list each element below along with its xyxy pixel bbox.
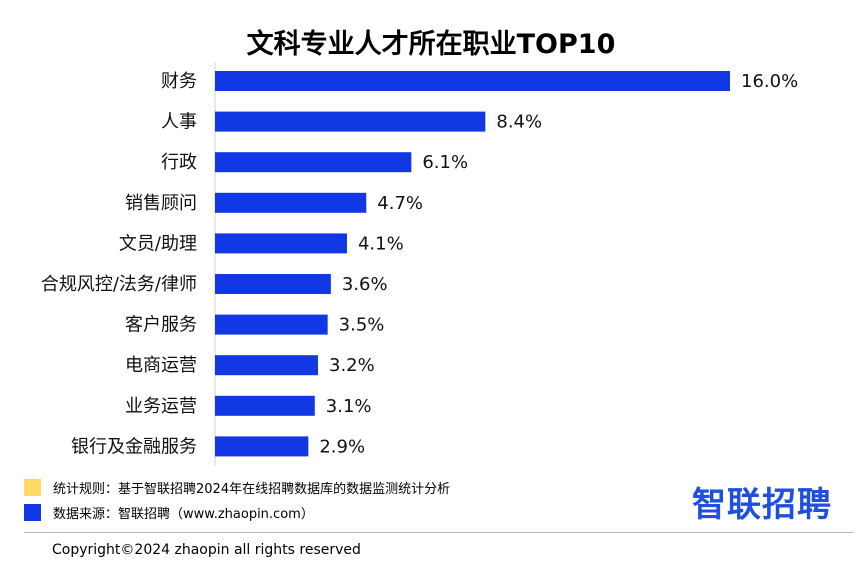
value-label-5: 3.6% bbox=[342, 274, 388, 295]
legend-swatch-yellow bbox=[24, 479, 41, 496]
bar-0 bbox=[215, 71, 730, 91]
value-label-7: 3.2% bbox=[329, 355, 375, 376]
category-label-7: 电商运营 bbox=[125, 355, 197, 376]
copyright-text: Copyright©2024 zhaopin all rights reserv… bbox=[52, 542, 361, 558]
bar-4 bbox=[215, 233, 347, 254]
legend-item-source: 数据来源：智联招聘（www.zhaopin.com） bbox=[24, 503, 314, 522]
category-label-2: 行政 bbox=[161, 152, 197, 173]
legend-label-rule: 统计规则：基于智联招聘2024年在线招聘数据库的数据监测统计分析 bbox=[53, 482, 451, 497]
legend-swatch-blue bbox=[24, 504, 41, 521]
bar-1 bbox=[215, 111, 486, 132]
bar-6 bbox=[215, 314, 328, 335]
value-label-0: 16.0% bbox=[741, 71, 798, 92]
bar-chart: 财务 16.0% 人事 8.4% 行政 6.1% 销售顾问 4.7% 文员/助理 4.1% 合规风控… bbox=[41, 62, 798, 466]
category-label-9: 银行及金融服务 bbox=[71, 436, 197, 457]
value-label-2: 6.1% bbox=[422, 152, 468, 173]
value-label-6: 3.5% bbox=[339, 315, 385, 336]
value-label-1: 8.4% bbox=[496, 112, 542, 133]
legend-item-rule: 统计规则：基于智联招聘2024年在线招聘数据库的数据监测统计分析 bbox=[24, 478, 450, 497]
footer-divider bbox=[24, 532, 854, 533]
category-label-0: 财务 bbox=[161, 71, 197, 92]
bar-5 bbox=[215, 274, 331, 294]
legend-label-source: 数据来源：智联招聘（www.zhaopin.com） bbox=[53, 507, 314, 522]
bar-7 bbox=[215, 355, 318, 376]
value-label-8: 3.1% bbox=[326, 396, 372, 417]
value-label-3: 4.7% bbox=[377, 193, 423, 214]
value-label-9: 2.9% bbox=[319, 436, 365, 457]
category-label-8: 业务运营 bbox=[125, 396, 197, 417]
category-label-4: 文员/助理 bbox=[119, 233, 197, 254]
bar-9 bbox=[215, 436, 309, 457]
category-label-1: 人事 bbox=[161, 112, 197, 133]
bar-2 bbox=[215, 152, 412, 173]
category-label-5: 合规风控/法务/律师 bbox=[41, 274, 197, 295]
bar-8 bbox=[215, 395, 315, 416]
category-label-6: 客户服务 bbox=[125, 315, 197, 336]
bar-3 bbox=[215, 192, 367, 213]
value-label-4: 4.1% bbox=[358, 233, 404, 254]
zhaopin-logo: 智联招聘 bbox=[692, 485, 832, 525]
category-label-3: 销售顾问 bbox=[125, 193, 197, 214]
chart-title: 文科专业人才所在职业TOP10 bbox=[246, 29, 616, 60]
